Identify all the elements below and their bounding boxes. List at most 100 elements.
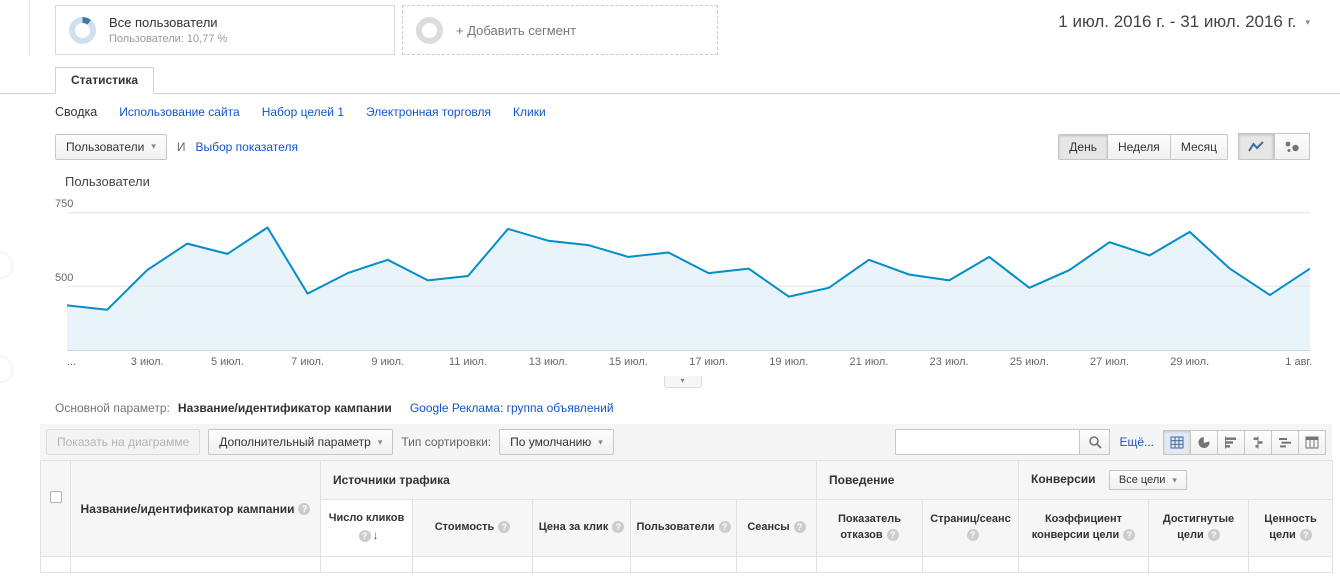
subnav-clicks[interactable]: Клики [513, 105, 546, 119]
x-tick-label: 7 июл. [291, 356, 324, 368]
add-segment-button[interactable]: + Добавить сегмент [402, 5, 718, 55]
group-conversions: Конверсии Все цели ▾ [1017, 460, 1334, 500]
x-tick-label: 3 июл. [130, 356, 164, 368]
x-tick-label: 29 июл. [1170, 356, 1210, 368]
data-view-button[interactable] [1163, 429, 1191, 455]
chart-collapse-button[interactable]: ▾ [663, 376, 702, 388]
chart-type-group [1238, 133, 1310, 160]
column-header-bounce-rate[interactable]: Показатель отказов? [816, 499, 923, 557]
term-cloud-icon [1279, 437, 1291, 447]
secondary-dimension-dropdown[interactable]: Дополнительный параметр ▾ [208, 429, 394, 455]
primary-dimension-bar: Основной параметр: Название/идентификато… [0, 388, 1340, 420]
subnav-goal-set-1[interactable]: Набор целей 1 [261, 105, 344, 119]
chevron-down-icon: ▾ [1172, 474, 1177, 485]
pie-chart-icon [1198, 435, 1210, 448]
help-icon[interactable]: ? [793, 521, 806, 534]
pivot-icon [1305, 436, 1319, 448]
help-icon[interactable]: ? [886, 529, 899, 542]
plot-rows-button[interactable]: Показать на диаграмме [46, 429, 201, 455]
table-search [895, 429, 1111, 455]
line-chart-view-button[interactable] [1238, 133, 1274, 160]
date-range-selector[interactable]: 1 июл. 2016 г. - 31 июл. 2016 г. ▾ [1058, 5, 1310, 32]
granularity-month-button[interactable]: Месяц [1169, 133, 1228, 160]
granularity-week-button[interactable]: Неделя [1106, 133, 1171, 160]
search-icon [1089, 436, 1102, 449]
x-tick-label: 13 июл. [528, 356, 568, 368]
x-tick-label: 5 июл. [210, 356, 244, 368]
help-icon[interactable]: ? [358, 529, 371, 542]
report-subnav: Сводка Использование сайта Набор целей 1… [0, 94, 1340, 128]
column-header-sessions[interactable]: Сеансы? [736, 499, 817, 557]
segment-all-users[interactable]: Все пользователи Пользователи: 10,77 % [55, 5, 395, 55]
group-behavior: Поведение [816, 460, 1019, 500]
chevron-down-icon: ▾ [151, 141, 156, 151]
column-header-goal-completions[interactable]: Достигнутые цели? [1148, 499, 1249, 557]
column-header-goal-conversion-rate[interactable]: Коэффициент конверсии цели? [1018, 499, 1149, 557]
x-tick-label: 9 июл. [371, 356, 405, 368]
chevron-down-icon: ▾ [1305, 16, 1310, 27]
bars-icon [1225, 436, 1236, 448]
term-cloud-view-button[interactable] [1271, 429, 1299, 455]
granularity-day-button[interactable]: День [1058, 133, 1108, 160]
group-header-row: Название/идентификатор кампании? Источни… [40, 460, 1334, 557]
subnav-summary[interactable]: Сводка [55, 105, 98, 119]
plot-area: 750 500 [55, 198, 1310, 351]
help-icon[interactable]: ? [298, 503, 311, 516]
add-segment-label: + Добавить сегмент [456, 22, 577, 38]
tab-strip: Статистика [0, 67, 1340, 94]
conjunction-label: И [176, 139, 186, 154]
help-icon[interactable]: ? [498, 521, 511, 534]
pivot-view-button[interactable] [1298, 429, 1326, 455]
line-chart [67, 201, 1310, 351]
tab-statistics[interactable]: Статистика [55, 67, 155, 94]
column-header-users[interactable]: Пользователи? [630, 499, 737, 557]
select-all-checkbox[interactable] [49, 490, 62, 503]
motion-chart-icon [1285, 141, 1299, 152]
help-icon[interactable]: ? [612, 521, 625, 534]
help-icon[interactable]: ? [966, 529, 979, 542]
view-switcher [1163, 429, 1326, 455]
more-link[interactable]: Ещё... [1119, 435, 1154, 449]
x-axis: ... 3 июл. 5 июл. 7 июл. 9 июл. 11 июл. … [67, 356, 1312, 372]
metric-selector-dropdown[interactable]: Пользователи ▾ [55, 133, 167, 160]
column-header-goal-value[interactable]: Ценность цели? [1247, 499, 1334, 557]
group-traffic-sources: Источники трафика [320, 460, 817, 500]
primary-dimension-label: Основной параметр: [55, 401, 170, 415]
subnav-site-usage[interactable]: Использование сайта [119, 105, 240, 119]
column-header-clicks[interactable]: Число кликов? ↓ [320, 499, 413, 557]
dimension-ad-group-link[interactable]: Google Реклама: группа объявлений [409, 401, 614, 415]
sort-type-label: Тип сортировки: [401, 435, 492, 449]
subnav-ecommerce[interactable]: Электронная торговля [366, 105, 491, 119]
column-header-cost[interactable]: Стоимость? [412, 499, 533, 557]
motion-chart-view-button[interactable] [1274, 133, 1310, 160]
report-table: Название/идентификатор кампании? Источни… [40, 460, 1334, 573]
help-icon[interactable]: ? [1299, 529, 1312, 542]
granularity-group: День Неделя Месяц [1058, 133, 1228, 160]
x-tick-label: 15 июл. [608, 356, 648, 368]
sort-desc-icon: ↓ [372, 528, 379, 543]
column-header-cpc[interactable]: Цена за клик? [532, 499, 631, 557]
dimension-campaign[interactable]: Название/идентификатор кампании [177, 401, 392, 415]
select-metric-link[interactable]: Выбор показателя [195, 139, 298, 154]
segment-subtitle: Пользователи: 10,77 % [109, 33, 228, 45]
percentage-view-button[interactable] [1190, 429, 1218, 455]
comparison-view-button[interactable] [1244, 429, 1272, 455]
performance-view-button[interactable] [1217, 429, 1245, 455]
x-tick-label: ... [67, 356, 77, 368]
chart-series-title: Пользователи [65, 174, 150, 189]
column-header-campaign[interactable]: Название/идентификатор кампании? [70, 460, 321, 557]
column-header-pages-per-session[interactable]: Страниц/сеанс? [922, 499, 1019, 557]
help-icon[interactable]: ? [1123, 529, 1136, 542]
x-tick-label: 19 июл. [769, 356, 809, 368]
help-icon[interactable]: ? [718, 521, 731, 534]
search-input[interactable] [895, 429, 1081, 455]
goal-selector-dropdown[interactable]: Все цели ▾ [1108, 470, 1187, 490]
comparison-icon [1253, 436, 1263, 448]
search-button[interactable] [1079, 429, 1111, 455]
select-all-cell [40, 460, 71, 557]
sidebar-edge-line [29, 0, 30, 56]
sort-type-dropdown[interactable]: По умолчанию ▾ [499, 429, 614, 455]
help-icon[interactable]: ? [1207, 529, 1220, 542]
table-row[interactable] [40, 556, 1334, 573]
granularity-controls: День Неделя Месяц [1058, 133, 1310, 160]
